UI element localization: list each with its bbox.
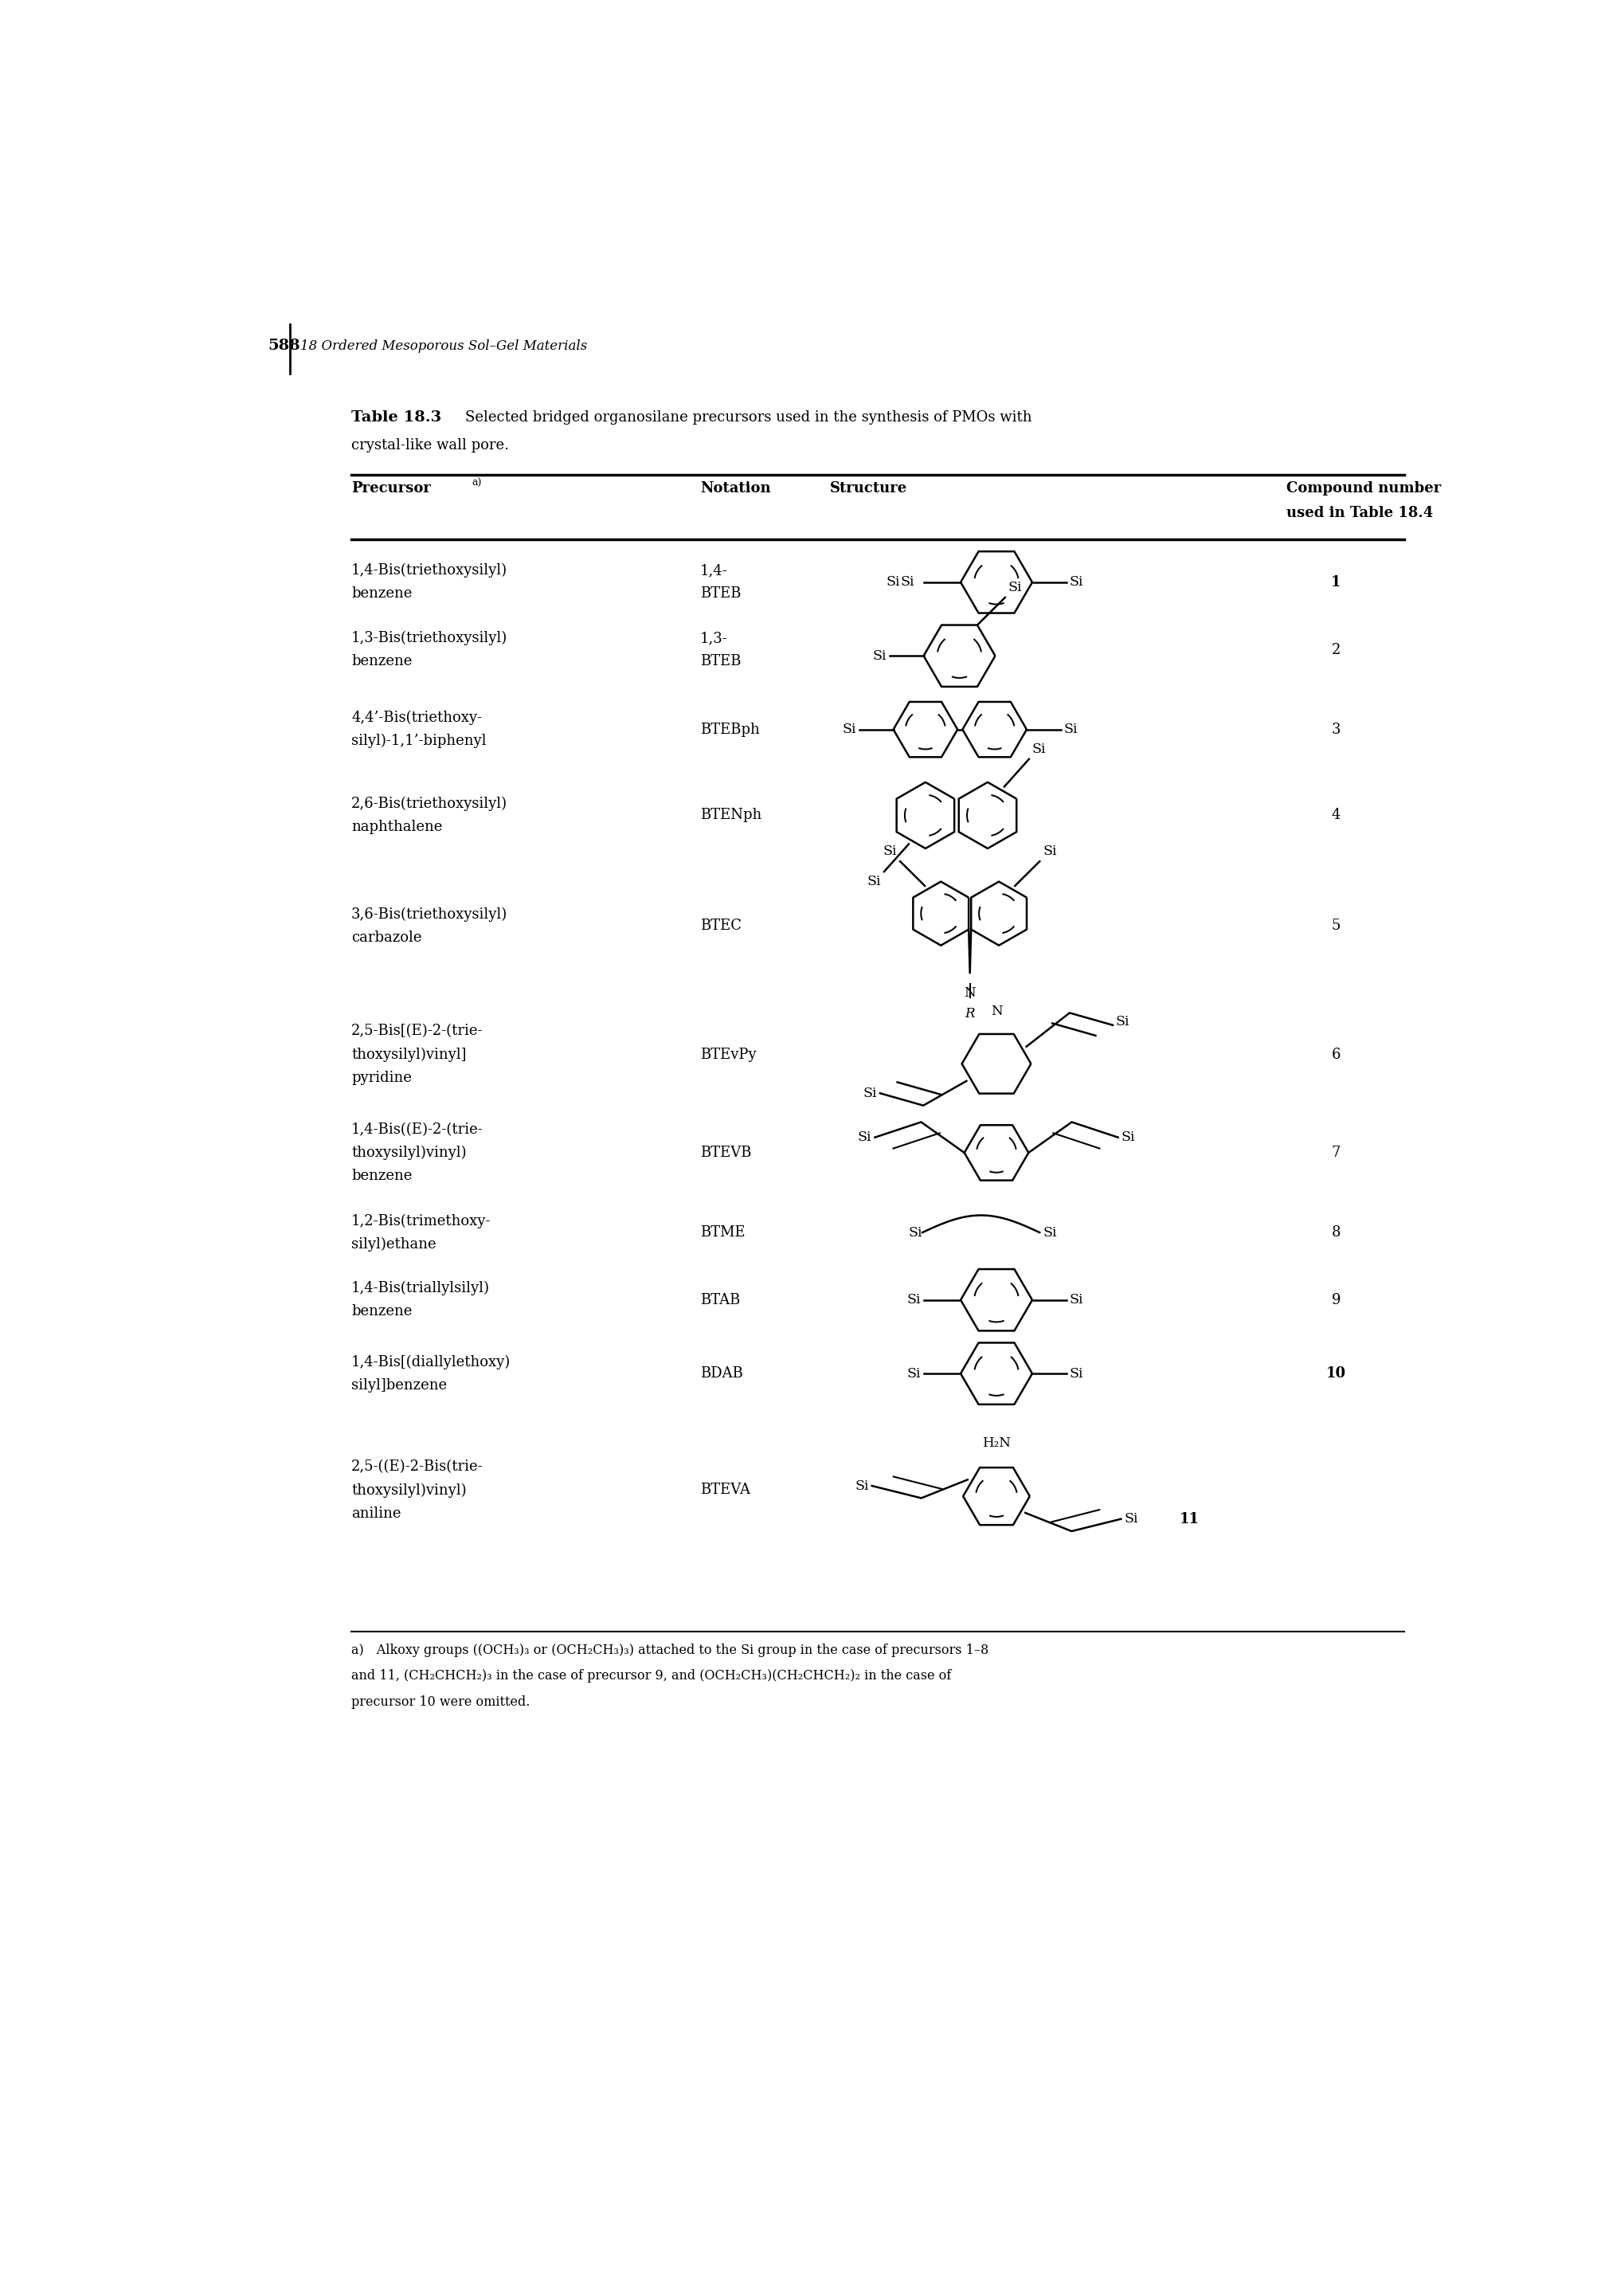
Text: 588: 588 [267, 340, 301, 354]
Text: Si: Si [1124, 1513, 1138, 1527]
Text: BTME: BTME [700, 1226, 744, 1240]
Text: BTAB: BTAB [700, 1293, 740, 1306]
Text: Si: Si [1009, 581, 1021, 595]
Text: 4,4’-Bis(triethoxy-: 4,4’-Bis(triethoxy- [351, 709, 482, 726]
Text: Si: Si [906, 1366, 921, 1380]
Text: Si: Si [900, 576, 914, 590]
Text: 9: 9 [1332, 1293, 1340, 1306]
Text: 8: 8 [1332, 1226, 1340, 1240]
Text: 6: 6 [1332, 1047, 1340, 1061]
Text: pyridine: pyridine [351, 1070, 411, 1086]
Text: BTEVA: BTEVA [700, 1483, 751, 1497]
Text: Compound number: Compound number [1287, 482, 1441, 496]
Text: Si: Si [855, 1479, 869, 1492]
Text: 1,4-Bis(triallylsilyl): 1,4-Bis(triallylsilyl) [351, 1281, 490, 1295]
Text: BTENph: BTENph [700, 808, 762, 822]
Text: benzene: benzene [351, 1169, 411, 1182]
Text: used in Table 18.4: used in Table 18.4 [1287, 505, 1433, 519]
Text: crystal-like wall pore.: crystal-like wall pore. [351, 439, 509, 452]
Text: Si: Si [1042, 1226, 1057, 1240]
Text: Si: Si [858, 1130, 873, 1143]
Text: Precursor: Precursor [351, 482, 431, 496]
Text: 3,6-Bis(triethoxysilyl): 3,6-Bis(triethoxysilyl) [351, 907, 508, 921]
Text: 1,4-Bis(triethoxysilyl): 1,4-Bis(triethoxysilyl) [351, 563, 508, 579]
Text: 4: 4 [1332, 808, 1340, 822]
Text: BTEBph: BTEBph [700, 723, 760, 737]
Text: naphthalene: naphthalene [351, 820, 442, 833]
Text: Notation: Notation [700, 482, 770, 496]
Text: precursor 10 were omitted.: precursor 10 were omitted. [351, 1694, 530, 1708]
Text: 5: 5 [1332, 918, 1340, 932]
Text: 1: 1 [1330, 574, 1342, 590]
Text: aniline: aniline [351, 1506, 402, 1520]
Text: silyl)ethane: silyl)ethane [351, 1238, 437, 1251]
Text: 3: 3 [1332, 723, 1340, 737]
Text: 1,3-: 1,3- [700, 631, 728, 645]
Text: Si: Si [1042, 845, 1057, 859]
Text: 7: 7 [1332, 1146, 1340, 1159]
Text: Si: Si [1033, 742, 1045, 755]
Text: 11: 11 [1180, 1511, 1199, 1527]
Text: a): a) [472, 478, 482, 489]
Text: N: N [964, 987, 975, 1001]
Text: 1,3-Bis(triethoxysilyl): 1,3-Bis(triethoxysilyl) [351, 631, 508, 645]
Text: 1,2-Bis(trimethoxy-: 1,2-Bis(trimethoxy- [351, 1215, 492, 1228]
Text: Si: Si [868, 875, 881, 889]
Text: Si: Si [1063, 723, 1077, 737]
Text: 1,4-: 1,4- [700, 563, 728, 579]
Text: benzene: benzene [351, 588, 411, 602]
Text: thoxysilyl)vinyl]: thoxysilyl)vinyl] [351, 1047, 466, 1061]
Text: Si: Si [1069, 576, 1084, 590]
Text: 18 Ordered Mesoporous Sol–Gel Materials: 18 Ordered Mesoporous Sol–Gel Materials [299, 340, 588, 354]
Text: Si: Si [884, 845, 897, 859]
Text: 2,5-((E)-2-Bis(trie-: 2,5-((E)-2-Bis(trie- [351, 1460, 484, 1474]
Text: 1,4-Bis[(diallylethoxy): 1,4-Bis[(diallylethoxy) [351, 1355, 511, 1368]
Text: and 11, (CH₂CHCH₂)₃ in the case of precursor 9, and (OCH₂CH₃)(CH₂CHCH₂)₂ in the : and 11, (CH₂CHCH₂)₃ in the case of precu… [351, 1669, 951, 1683]
Text: Si: Si [1069, 1366, 1084, 1380]
Text: silyl)-1,1’-biphenyl: silyl)-1,1’-biphenyl [351, 735, 487, 748]
Text: 2,5-Bis[(E)-2-(trie-: 2,5-Bis[(E)-2-(trie- [351, 1024, 484, 1038]
Text: Si: Si [842, 723, 857, 737]
Text: carbazole: carbazole [351, 930, 421, 944]
Text: silyl]benzene: silyl]benzene [351, 1378, 447, 1391]
Text: Si: Si [906, 1293, 921, 1306]
Text: Si: Si [887, 576, 900, 590]
Text: Si: Si [1069, 1293, 1084, 1306]
Text: Si: Si [1116, 1015, 1130, 1029]
Text: a) Alkoxy groups ((OCH₃)₃ or (OCH₂CH₃)₃) attached to the Si group in the case of: a) Alkoxy groups ((OCH₃)₃ or (OCH₂CH₃)₃)… [351, 1644, 989, 1658]
Text: thoxysilyl)vinyl): thoxysilyl)vinyl) [351, 1146, 466, 1159]
Text: R: R [965, 1008, 975, 1022]
Text: 2: 2 [1332, 643, 1340, 657]
Text: BDAB: BDAB [700, 1366, 743, 1380]
Text: 2,6-Bis(triethoxysilyl): 2,6-Bis(triethoxysilyl) [351, 797, 508, 810]
Text: H₂N: H₂N [981, 1435, 1010, 1449]
Text: Si: Si [873, 650, 887, 664]
Text: BTEVB: BTEVB [700, 1146, 751, 1159]
Text: BTEB: BTEB [700, 654, 741, 668]
Text: Structure: Structure [829, 482, 908, 496]
Text: BTEvPy: BTEvPy [700, 1047, 756, 1061]
Text: benzene: benzene [351, 654, 411, 668]
Text: thoxysilyl)vinyl): thoxysilyl)vinyl) [351, 1483, 466, 1497]
Text: 10: 10 [1326, 1366, 1346, 1380]
Text: Si: Si [1121, 1130, 1135, 1143]
Text: Si: Si [908, 1226, 922, 1240]
Text: N: N [991, 1006, 1002, 1019]
Text: Selected bridged organosilane precursors used in the synthesis of PMOs with: Selected bridged organosilane precursors… [466, 411, 1033, 425]
Text: 1,4-Bis((E)-2-(trie-: 1,4-Bis((E)-2-(trie- [351, 1123, 484, 1137]
Text: benzene: benzene [351, 1304, 411, 1318]
Text: Table 18.3: Table 18.3 [351, 411, 442, 425]
Text: BTEB: BTEB [700, 588, 741, 602]
Text: BTEC: BTEC [700, 918, 741, 932]
Text: Si: Si [863, 1086, 877, 1100]
